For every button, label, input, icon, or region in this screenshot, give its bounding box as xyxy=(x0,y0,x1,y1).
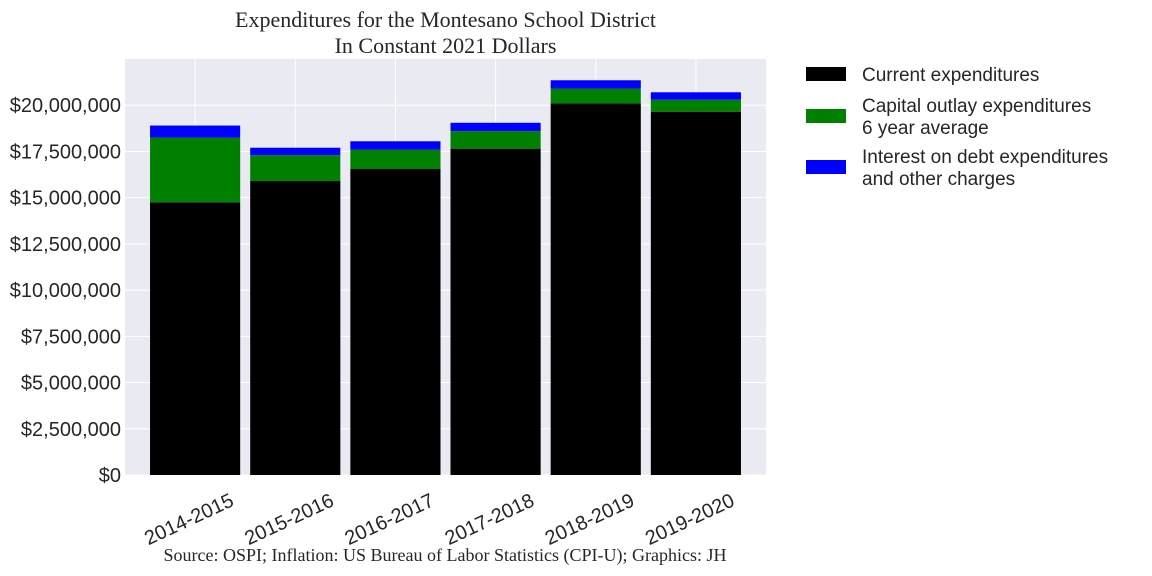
bar-segment-2015-2016-series-2 xyxy=(250,155,341,182)
bar-segment-2019-2020-series-1 xyxy=(650,111,741,476)
bar-segment-2016-2017-series-3 xyxy=(350,141,441,150)
y-tick-label: $5,000,000 xyxy=(21,373,121,395)
y-tick-label: $20,000,000 xyxy=(10,95,121,117)
x-tick-label: 2017-2018 xyxy=(442,490,538,550)
chart-title-line-2: In Constant 2021 Dollars xyxy=(335,33,557,58)
legend-swatch-series-3 xyxy=(806,160,846,174)
y-tick-label: $2,500,000 xyxy=(21,419,121,441)
bar-segment-2015-2016-series-1 xyxy=(250,181,341,475)
bar-segment-2014-2015-series-2 xyxy=(150,137,241,203)
legend-label-series-2-line-1: Capital outlay expenditures xyxy=(862,96,1091,117)
x-tick-label: 2016-2017 xyxy=(342,490,438,550)
y-tick-label: $7,500,000 xyxy=(21,326,121,348)
legend-label-series-2-line-2: 6 year average xyxy=(862,118,989,139)
legend-swatch-series-2 xyxy=(806,109,846,123)
bar-segment-2016-2017-series-2 xyxy=(350,149,441,170)
bar-segment-2016-2017-series-1 xyxy=(350,169,441,475)
bar-segment-2019-2020-series-3 xyxy=(650,92,741,100)
bar-segment-2017-2018-series-3 xyxy=(450,122,541,132)
source-note: Source: OSPI; Inflation: US Bureau of La… xyxy=(164,545,727,566)
y-axis-ticks: $0 $2,500,000 $5,000,000 $7,500,000 $10,000,… xyxy=(10,95,121,487)
x-tick-label: 2019-2020 xyxy=(642,490,738,550)
bars xyxy=(150,80,741,476)
y-tick-label: $15,000,000 xyxy=(10,188,121,210)
x-tick-label: 2018-2019 xyxy=(542,490,638,550)
bar-segment-2014-2015-series-1 xyxy=(150,202,241,476)
bar-segment-2017-2018-series-2 xyxy=(450,131,541,149)
chart-title-line-1: Expenditures for the Montesano School Di… xyxy=(235,7,656,32)
legend-label-series-1-line-1: Current expenditures xyxy=(862,65,1039,86)
x-tick-label: 2014-2015 xyxy=(141,490,237,550)
legend-label-series-3-line-2: and other charges xyxy=(862,169,1015,190)
y-tick-label: $10,000,000 xyxy=(10,280,121,302)
bar-segment-2018-2019-series-1 xyxy=(550,103,641,475)
y-tick-label: $0 xyxy=(99,465,121,487)
bar-segment-2017-2018-series-1 xyxy=(450,148,541,475)
bar-segment-2014-2015-series-3 xyxy=(150,125,241,138)
legend: Current expenditures Capital outlay expen… xyxy=(806,65,1108,190)
bar-segment-2018-2019-series-3 xyxy=(550,80,641,89)
y-tick-label: $12,500,000 xyxy=(10,234,121,256)
x-axis-ticks: 2014-2015 2015-2016 2016-2017 2017-2018 2018… xyxy=(141,490,738,550)
bar-segment-2015-2016-series-3 xyxy=(250,147,341,156)
legend-label-series-3-line-1: Interest on debt expenditures xyxy=(862,147,1108,168)
y-tick-label: $17,500,000 xyxy=(10,141,121,163)
x-tick-label: 2015-2016 xyxy=(241,490,337,550)
bar-segment-2019-2020-series-2 xyxy=(650,99,741,112)
bar-segment-2018-2019-series-2 xyxy=(550,88,641,104)
legend-swatch-series-1 xyxy=(806,67,846,81)
